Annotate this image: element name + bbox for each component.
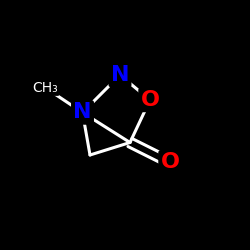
Text: N: N	[73, 102, 92, 122]
Text: CH₃: CH₃	[32, 80, 58, 94]
Text: N: N	[111, 65, 129, 85]
Text: O: O	[140, 90, 160, 110]
Text: O: O	[160, 152, 180, 172]
